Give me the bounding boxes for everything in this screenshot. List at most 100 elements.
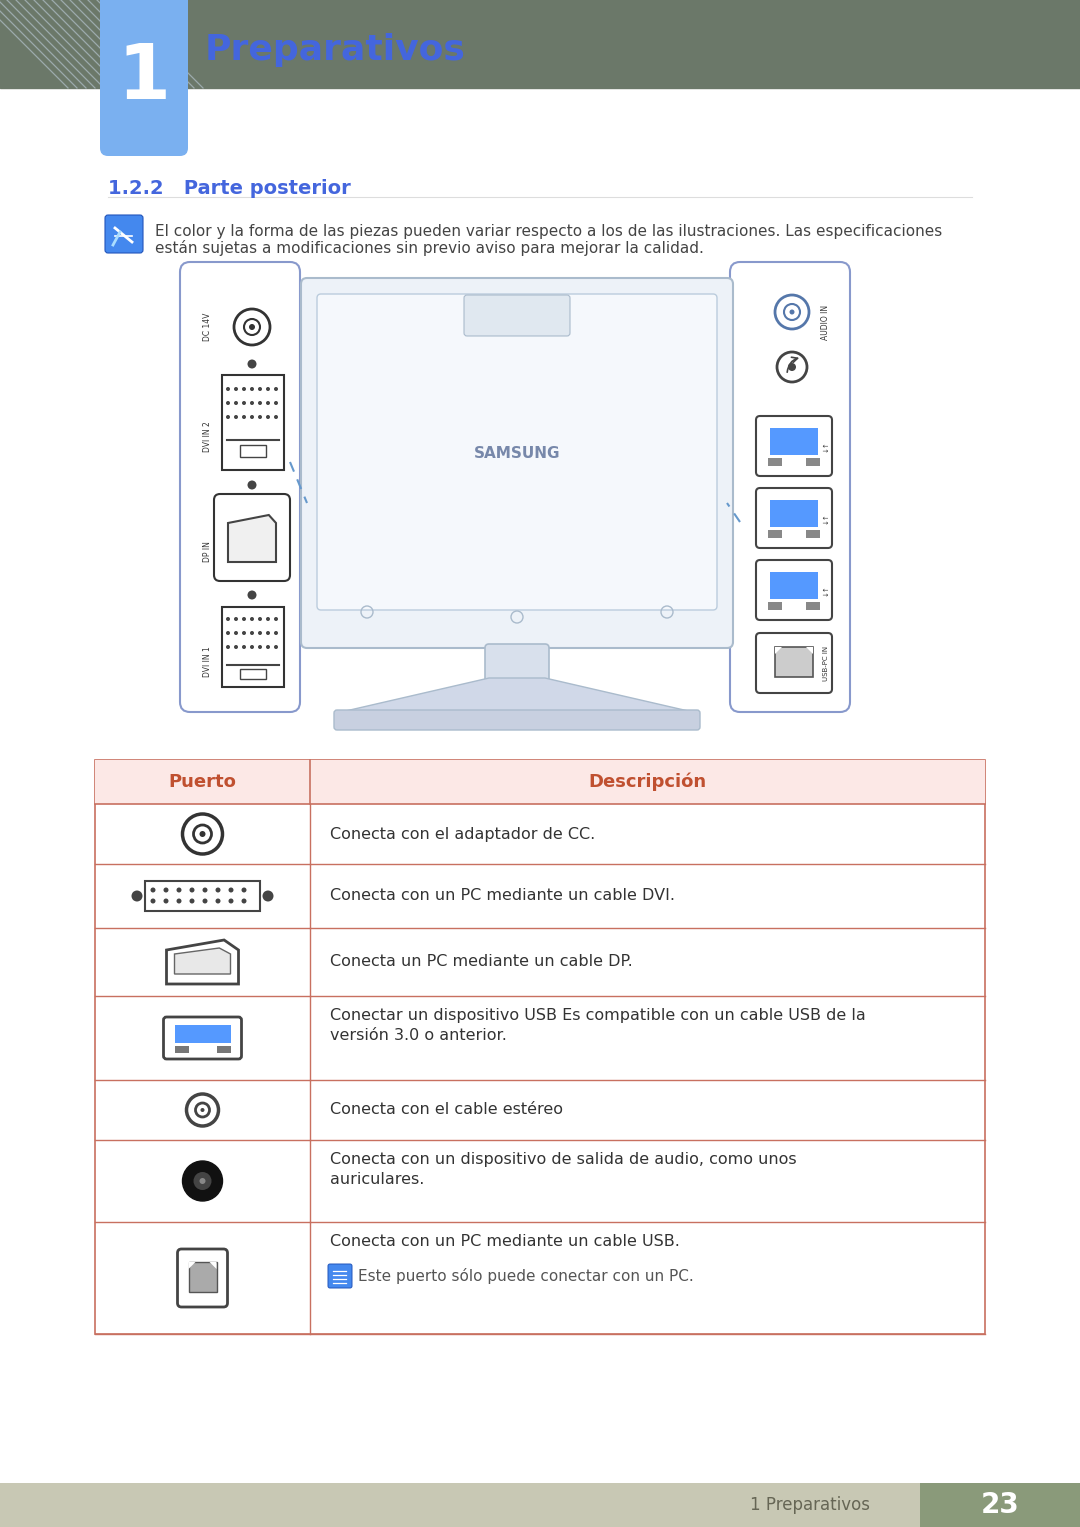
Text: Conectar un dispositivo USB Es compatible con un cable USB de la: Conectar un dispositivo USB Es compatibl… [330,1008,866,1023]
Circle shape [266,402,270,405]
Text: Preparativos: Preparativos [205,34,465,67]
FancyBboxPatch shape [756,489,832,548]
Circle shape [229,898,233,904]
FancyBboxPatch shape [485,644,549,722]
Circle shape [176,898,181,904]
Circle shape [216,898,220,904]
FancyBboxPatch shape [756,634,832,693]
Circle shape [226,402,230,405]
Bar [806,458,820,466]
Circle shape [249,631,254,635]
Bar [240,444,266,457]
Circle shape [234,415,238,418]
Bar [175,1025,230,1043]
Polygon shape [189,1261,195,1269]
Text: DVI IN 1: DVI IN 1 [203,646,213,678]
Text: DP IN: DP IN [203,542,213,562]
Polygon shape [175,948,230,974]
Circle shape [274,402,278,405]
FancyBboxPatch shape [756,415,832,476]
Circle shape [249,324,255,330]
FancyBboxPatch shape [105,215,143,253]
Circle shape [274,386,278,391]
Circle shape [266,644,270,649]
Bar [768,458,782,466]
Circle shape [234,631,238,635]
Circle shape [242,644,246,649]
Bar [145,881,260,912]
Text: Conecta con un PC mediante un cable DVI.: Conecta con un PC mediante un cable DVI. [330,889,675,904]
Circle shape [183,1161,222,1202]
Bar [175,1046,189,1054]
Circle shape [234,402,238,405]
Circle shape [242,887,246,892]
Bar [222,376,284,470]
Bar [95,760,985,805]
Circle shape [247,359,257,368]
FancyBboxPatch shape [756,560,832,620]
Circle shape [226,617,230,621]
Circle shape [266,386,270,391]
Text: Descripción: Descripción [589,773,706,791]
Circle shape [163,887,168,892]
Circle shape [274,617,278,621]
Text: Puerto: Puerto [168,773,237,791]
FancyBboxPatch shape [177,1249,228,1307]
Circle shape [258,617,262,621]
Polygon shape [166,941,239,983]
Circle shape [163,898,168,904]
Polygon shape [775,647,782,654]
Circle shape [234,386,238,391]
Circle shape [247,591,257,600]
Circle shape [203,887,207,892]
Circle shape [193,1173,212,1190]
Circle shape [789,310,795,315]
Text: 1.2.2   Parte posterior: 1.2.2 Parte posterior [108,179,351,197]
Circle shape [200,1177,205,1183]
Text: DC 14V: DC 14V [203,313,213,341]
FancyBboxPatch shape [730,263,850,712]
Circle shape [226,386,230,391]
Circle shape [226,644,230,649]
Circle shape [216,887,220,892]
Circle shape [249,415,254,418]
Circle shape [229,887,233,892]
Circle shape [226,415,230,418]
Circle shape [258,644,262,649]
Text: Conecta con un PC mediante un cable USB.: Conecta con un PC mediante un cable USB. [330,1234,680,1249]
FancyBboxPatch shape [328,1264,352,1287]
Circle shape [189,898,194,904]
Text: ↓↑: ↓↑ [823,585,829,596]
Bar [0,1483,1080,1527]
Circle shape [258,386,262,391]
Circle shape [266,617,270,621]
Circle shape [150,898,156,904]
Bar [222,608,284,687]
FancyBboxPatch shape [163,1017,242,1060]
Text: están sujetas a modificaciones sin previo aviso para mejorar la calidad.: están sujetas a modificaciones sin previ… [156,240,704,257]
Circle shape [150,887,156,892]
Polygon shape [210,1261,216,1269]
Text: SAMSUNG: SAMSUNG [474,446,561,461]
Bar [216,1046,230,1054]
Text: Conecta con el adaptador de CC.: Conecta con el adaptador de CC. [330,826,595,841]
FancyBboxPatch shape [318,295,717,609]
Circle shape [247,481,257,490]
Text: Conecta con un dispositivo de salida de audio, como unos: Conecta con un dispositivo de salida de … [330,1151,797,1167]
Bar [189,1261,216,1292]
Bar [108,0,180,20]
Circle shape [201,1109,204,1112]
Polygon shape [228,515,276,562]
Bar [806,530,820,538]
Text: versión 3.0 o anterior.: versión 3.0 o anterior. [330,1028,507,1043]
Bar [920,1483,1080,1527]
Circle shape [200,831,205,837]
FancyBboxPatch shape [464,295,570,336]
Circle shape [203,898,207,904]
Circle shape [274,631,278,635]
Text: ↓↑: ↓↑ [823,512,829,524]
Text: ↓↑: ↓↑ [823,440,829,452]
Polygon shape [806,647,813,654]
Circle shape [788,363,796,371]
Circle shape [176,887,181,892]
